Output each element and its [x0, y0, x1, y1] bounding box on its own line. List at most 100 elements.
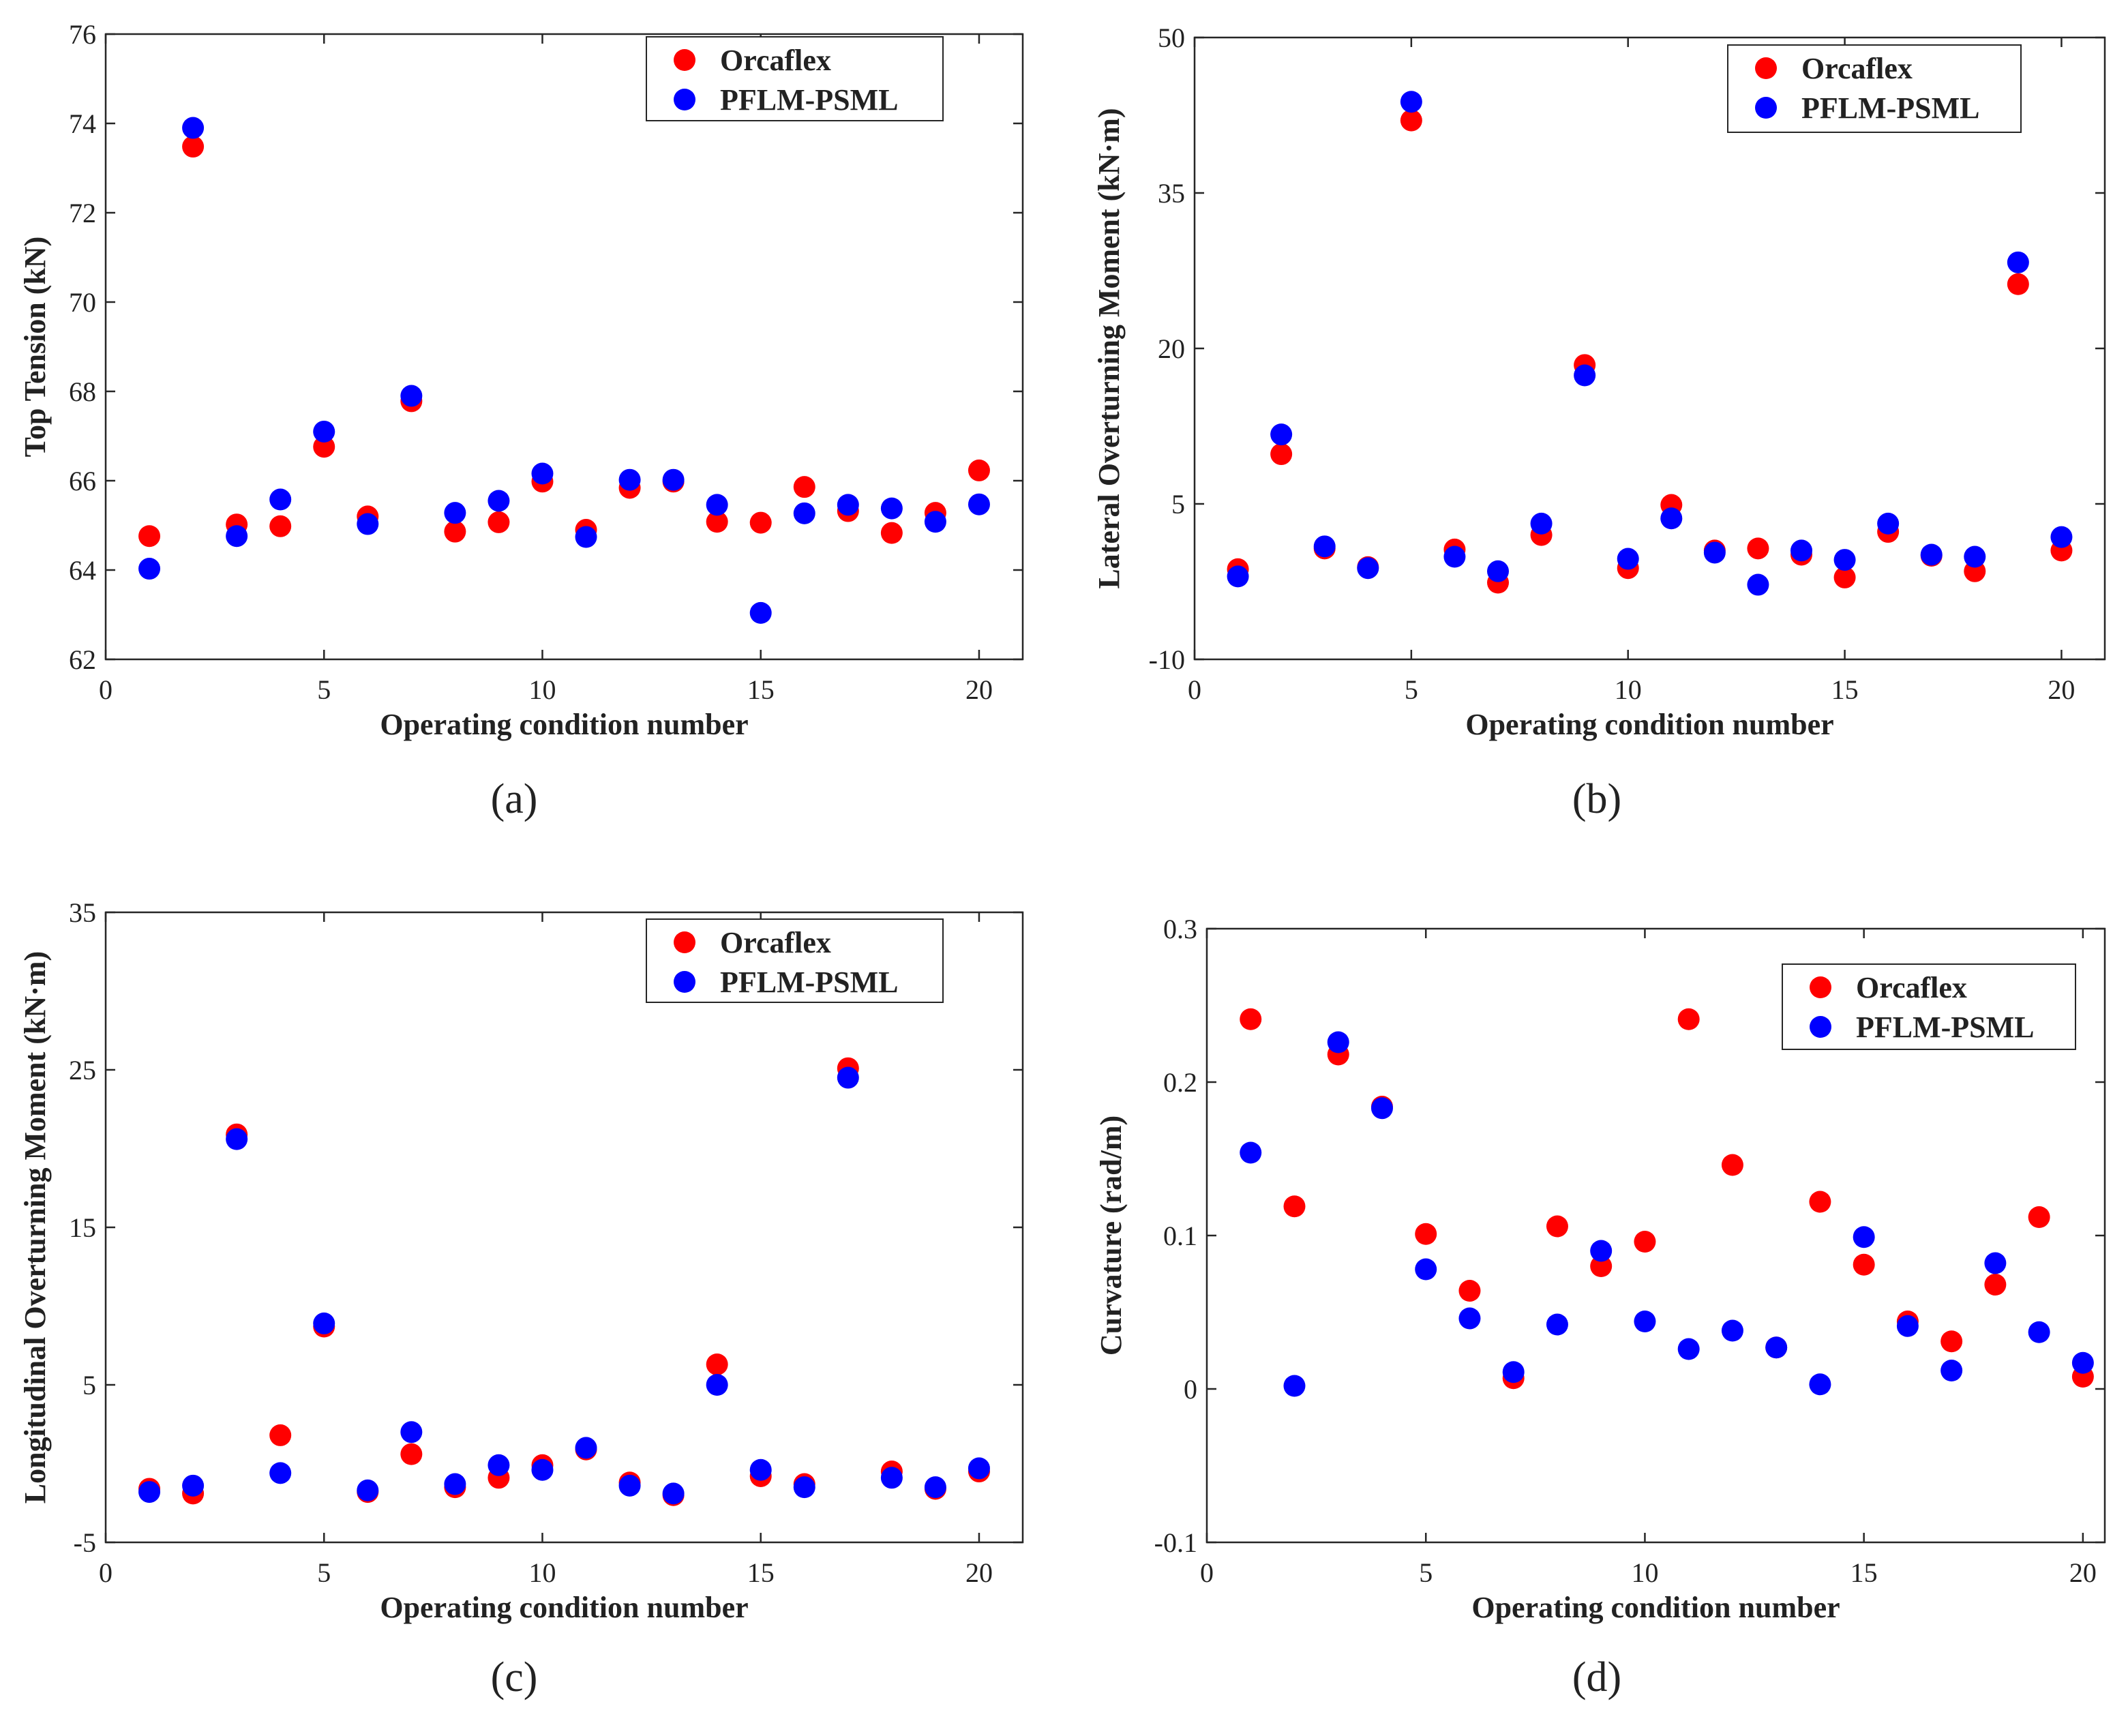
data-point-pflm-psml-11	[575, 1437, 597, 1459]
data-point-orcaflex-19	[2007, 273, 2029, 295]
plot-area	[104, 33, 1024, 661]
series-orcaflex	[1240, 1008, 2094, 1390]
legend-marker-pflm-psml	[674, 89, 695, 110]
x-tick-label: 10	[528, 674, 556, 705]
y-axis-title: Longitudinal Overturning Moment (kN·m)	[18, 951, 52, 1503]
x-tick-label: 10	[528, 1557, 556, 1588]
data-point-orcaflex-8	[1546, 1215, 1568, 1238]
data-point-pflm-psml-1	[138, 558, 161, 580]
y-tick-label: 72	[69, 198, 96, 228]
legend-marker-orcaflex	[674, 931, 695, 953]
y-tick-label: 64	[69, 555, 96, 586]
legend: Orcaflex PFLM-PSML	[1727, 44, 2022, 133]
data-point-pflm-psml-10	[1634, 1311, 1656, 1332]
data-point-pflm-psml-18	[1964, 545, 1986, 568]
series-pflm-psml	[1227, 91, 2073, 596]
data-point-pflm-psml-6	[1443, 545, 1466, 568]
data-point-pflm-psml-7	[1502, 1361, 1525, 1383]
data-point-orcaflex-14	[706, 511, 728, 533]
data-point-pflm-psml-12	[1721, 1319, 1743, 1342]
data-point-pflm-psml-11	[1677, 1338, 1700, 1360]
legend-label-orcaflex: Orcaflex	[1801, 52, 1913, 85]
y-tick-label: 0.2	[1163, 1067, 1197, 1098]
legend-marker-pflm-psml	[1755, 97, 1777, 119]
y-tick-label: 0.1	[1163, 1221, 1197, 1251]
y-tick-label: 66	[69, 466, 96, 496]
data-point-pflm-psml-16	[1877, 512, 1900, 535]
series-orcaflex	[138, 136, 990, 548]
data-point-pflm-psml-7	[1487, 560, 1509, 582]
panel-label: (c)	[491, 1654, 538, 1701]
data-point-orcaflex-13	[1747, 537, 1769, 560]
data-point-pflm-psml-12	[618, 1474, 641, 1497]
data-point-pflm-psml-17	[1940, 1360, 1963, 1381]
legend-label-orcaflex: Orcaflex	[1856, 971, 1967, 1004]
y-tick-label: 68	[69, 376, 96, 407]
y-tick-label: 15	[69, 1212, 96, 1243]
legend-box	[646, 918, 944, 1003]
panel-label: (d)	[1572, 1654, 1621, 1701]
legend: Orcaflex PFLM-PSML	[646, 36, 944, 121]
chart-panel-c: 0 5 10 15 20 -5 5 15 25 35 Operating condition num…	[18, 897, 1024, 1701]
series-pflm-psml	[1240, 1031, 2094, 1397]
data-point-pflm-psml-4	[269, 1462, 292, 1484]
y-tick-label: 0	[1184, 1374, 1197, 1405]
legend-marker-orcaflex	[1755, 57, 1777, 79]
data-point-pflm-psml-8	[1530, 512, 1553, 535]
x-axis-title: Operating condition number	[1471, 1591, 1840, 1624]
data-point-pflm-psml-11	[1660, 507, 1683, 530]
data-point-pflm-psml-2	[182, 1474, 205, 1497]
y-axis-title: Top Tension (kN)	[18, 237, 52, 458]
data-point-orcaflex-4	[269, 515, 292, 537]
data-point-orcaflex-8	[444, 520, 466, 543]
y-tick-label: 50	[1158, 23, 1185, 53]
legend-label-pflm-psml: PFLM-PSML	[1856, 1011, 2035, 1044]
data-point-pflm-psml-14	[706, 494, 728, 516]
data-point-pflm-psml-14	[1809, 1373, 1831, 1396]
y-tick-label: 5	[83, 1370, 96, 1401]
data-point-orcaflex-4	[269, 1424, 292, 1446]
y-axis-title: Lateral Overturning Moment (kN·m)	[1092, 108, 1126, 588]
data-point-pflm-psml-15	[749, 601, 772, 624]
data-point-pflm-psml-5	[313, 1312, 335, 1334]
data-point-pflm-psml-10	[531, 462, 554, 485]
data-point-pflm-psml-9	[1574, 364, 1596, 387]
x-axis-title: Operating condition number	[380, 708, 748, 741]
legend-marker-pflm-psml	[1810, 1016, 1831, 1038]
data-point-pflm-psml-6	[357, 1479, 379, 1501]
series-pflm-psml	[138, 1066, 990, 1505]
legend: Orcaflex PFLM-PSML	[1782, 963, 2076, 1050]
data-point-pflm-psml-19	[2028, 1321, 2050, 1343]
data-point-orcaflex-1	[138, 525, 161, 548]
x-tick-label: 20	[965, 674, 993, 705]
panel-label: (a)	[491, 776, 538, 822]
y-tick-label: 20	[1158, 333, 1185, 364]
data-point-orcaflex-11	[1677, 1008, 1700, 1030]
data-point-pflm-psml-3	[226, 1128, 248, 1150]
data-point-pflm-psml-8	[444, 1473, 466, 1495]
data-point-pflm-psml-7	[400, 385, 423, 407]
y-tick-label: 76	[69, 19, 96, 50]
x-tick-label: 20	[965, 1557, 993, 1588]
data-point-pflm-psml-6	[1458, 1307, 1481, 1330]
data-point-pflm-psml-12	[618, 468, 641, 491]
data-point-pflm-psml-1	[1227, 565, 1249, 588]
legend-label-orcaflex: Orcaflex	[720, 926, 831, 959]
data-point-orcaflex-5	[1415, 1223, 1437, 1245]
data-point-pflm-psml-15	[749, 1458, 772, 1481]
data-point-orcaflex-6	[1458, 1280, 1481, 1302]
data-point-pflm-psml-3	[1313, 535, 1336, 558]
data-point-pflm-psml-19	[924, 511, 946, 533]
data-point-pflm-psml-4	[1357, 557, 1379, 580]
data-point-pflm-psml-10	[1617, 548, 1639, 570]
data-point-pflm-psml-17	[1920, 543, 1943, 566]
data-point-orcaflex-16	[793, 476, 815, 498]
x-tick-label: 15	[747, 674, 775, 705]
data-point-orcaflex-2	[182, 136, 205, 158]
legend-marker-pflm-psml	[674, 971, 695, 993]
data-point-orcaflex-1	[1240, 1008, 1262, 1030]
y-tick-label: 70	[69, 287, 96, 318]
series-orcaflex	[1227, 109, 2073, 594]
data-point-pflm-psml-1	[138, 1481, 161, 1503]
